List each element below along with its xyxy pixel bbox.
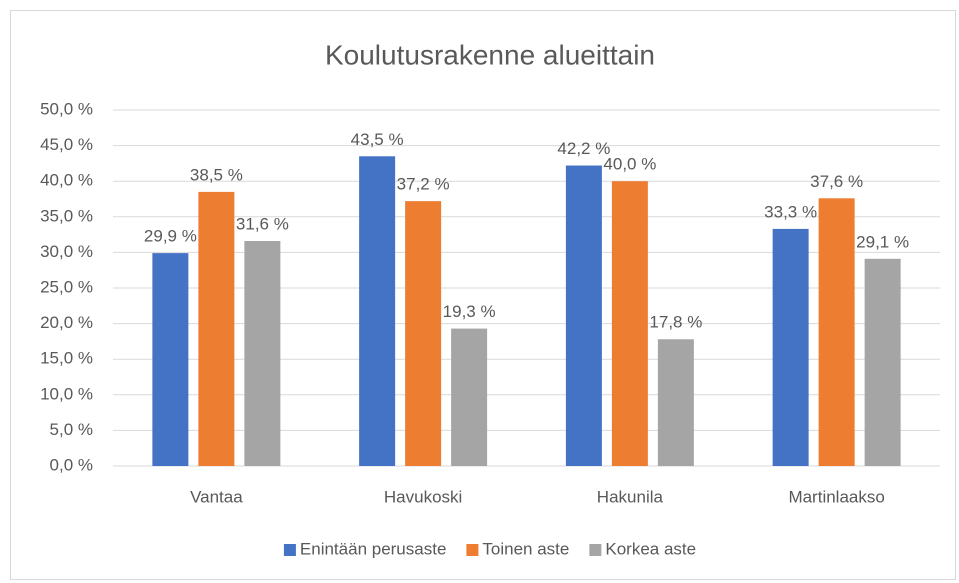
- data-label: 19,3 %: [443, 302, 496, 321]
- data-label: 17,8 %: [649, 313, 702, 332]
- y-tick-label: 30,0 %: [40, 242, 93, 261]
- data-label: 29,1 %: [856, 232, 909, 251]
- bar: [818, 198, 855, 466]
- bar: [611, 181, 648, 466]
- data-label: 37,6 %: [810, 172, 863, 191]
- y-tick-label: 15,0 %: [40, 349, 93, 368]
- bar: [565, 165, 602, 466]
- y-tick-label: 25,0 %: [40, 277, 93, 296]
- x-tick-label: Vantaa: [190, 487, 243, 506]
- y-tick-label: 0,0 %: [50, 455, 93, 474]
- y-tick-label: 50,0 %: [40, 99, 93, 118]
- bar: [405, 201, 442, 467]
- bar: [657, 339, 694, 466]
- chart-title: Koulutusrakenne alueittain: [325, 39, 655, 70]
- x-tick-label: Martinlaakso: [788, 487, 884, 506]
- y-tick-label: 45,0 %: [40, 135, 93, 154]
- legend-label: Enintään perusaste: [300, 539, 447, 558]
- bar: [152, 253, 189, 466]
- y-tick-label: 5,0 %: [50, 420, 93, 439]
- bar: [359, 156, 396, 466]
- data-label: 29,9 %: [144, 227, 197, 246]
- legend-label: Korkea aste: [605, 539, 696, 558]
- y-tick-label: 40,0 %: [40, 171, 93, 190]
- bar: [451, 328, 488, 466]
- x-tick-label: Hakunila: [597, 487, 664, 506]
- y-tick-label: 35,0 %: [40, 206, 93, 225]
- legend-label: Toinen aste: [482, 539, 569, 558]
- bar: [864, 258, 901, 466]
- data-label: 38,5 %: [190, 165, 243, 184]
- data-label: 37,2 %: [397, 175, 450, 194]
- data-label: 31,6 %: [236, 214, 289, 233]
- legend-swatch: [466, 544, 479, 556]
- data-label: 43,5 %: [351, 130, 404, 149]
- legend-swatch: [283, 544, 296, 556]
- data-label: 42,2 %: [557, 139, 610, 158]
- x-tick-label: Havukoski: [384, 487, 462, 506]
- bar: [772, 228, 809, 466]
- bar: [244, 241, 281, 466]
- data-label: 40,0 %: [603, 155, 656, 174]
- data-label: 33,3 %: [764, 202, 817, 221]
- y-tick-label: 20,0 %: [40, 313, 93, 332]
- legend-swatch: [589, 544, 602, 556]
- y-tick-label: 10,0 %: [40, 384, 93, 403]
- bar: [198, 191, 235, 466]
